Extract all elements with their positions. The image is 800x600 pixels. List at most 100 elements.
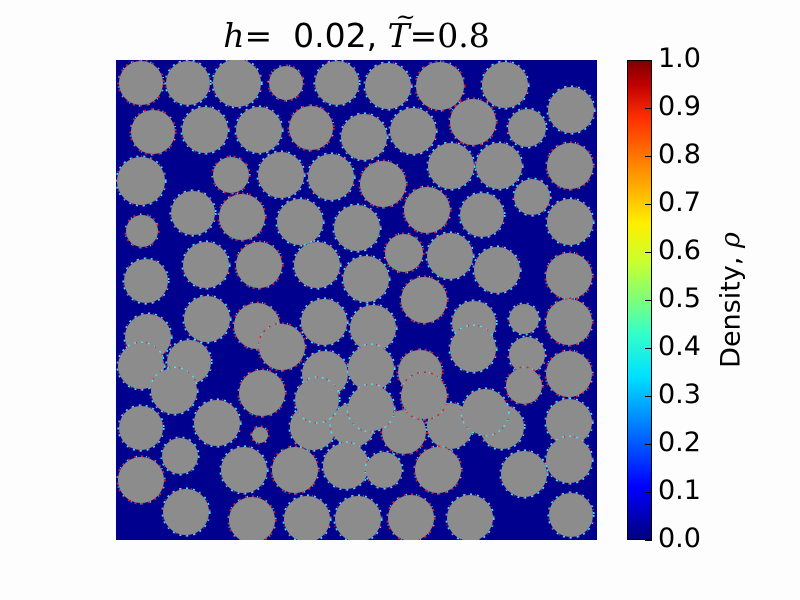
particle xyxy=(460,387,510,437)
particle xyxy=(234,105,284,155)
particle xyxy=(227,495,277,540)
particle xyxy=(363,61,413,111)
particle xyxy=(364,450,404,490)
particle xyxy=(117,60,165,107)
particle xyxy=(237,368,287,418)
particle xyxy=(270,445,320,495)
particle xyxy=(346,383,396,433)
particle xyxy=(149,366,199,416)
particle xyxy=(399,371,449,421)
particle xyxy=(256,150,306,200)
particle xyxy=(257,322,307,372)
particle xyxy=(116,341,166,391)
colorbar-tick-label: 0.0 xyxy=(658,523,701,554)
particle xyxy=(287,104,335,152)
particle xyxy=(474,141,524,191)
particle xyxy=(299,297,349,347)
colorbar-label-symbol: ρ xyxy=(715,232,747,249)
particle xyxy=(358,159,408,209)
particle xyxy=(544,251,594,301)
particle xyxy=(164,60,212,107)
colorbar-tick xyxy=(645,444,652,445)
colorbar-label: Density, ρ xyxy=(716,232,747,368)
particle xyxy=(544,297,594,347)
particle xyxy=(339,112,389,162)
particle xyxy=(545,197,595,247)
particle xyxy=(544,435,594,485)
particle xyxy=(182,294,232,344)
density-heatmap xyxy=(116,60,597,540)
particle xyxy=(480,60,530,110)
title-h-symbol: h xyxy=(223,16,245,55)
particle xyxy=(219,445,269,495)
particle-layer xyxy=(116,60,596,540)
particle xyxy=(180,105,230,155)
colorbar-tick xyxy=(645,300,652,301)
particle xyxy=(333,494,383,540)
particle xyxy=(546,85,596,135)
colorbar-tick-label: 0.9 xyxy=(658,91,701,122)
particle xyxy=(282,494,332,540)
particle xyxy=(211,155,251,195)
colorbar-tick-label: 0.7 xyxy=(658,187,701,218)
colorbar-tick xyxy=(645,60,652,61)
particle xyxy=(426,141,476,191)
colorbar-tick-label: 0.8 xyxy=(658,139,701,170)
particle xyxy=(116,155,167,207)
title-t-symbol: T xyxy=(388,0,416,58)
particle xyxy=(512,177,552,217)
particle xyxy=(414,60,466,112)
particle xyxy=(341,254,391,304)
particle xyxy=(192,398,242,448)
particle xyxy=(545,141,595,191)
colorbar-tick-label: 0.4 xyxy=(658,331,701,362)
particle xyxy=(321,441,371,491)
colorbar-tick xyxy=(645,156,652,157)
particle xyxy=(116,455,166,505)
particle xyxy=(472,245,522,295)
particle xyxy=(161,487,211,537)
particle xyxy=(122,257,170,305)
particle xyxy=(160,436,200,476)
chart-title: h= 0.02, T=0.8 xyxy=(116,0,597,58)
particle xyxy=(275,197,325,247)
colorbar-tick xyxy=(645,108,652,109)
particle xyxy=(292,240,342,290)
particle xyxy=(383,232,425,274)
particle xyxy=(399,275,449,325)
colorbar-tick-label: 0.1 xyxy=(658,475,701,506)
particle xyxy=(313,60,361,107)
particle xyxy=(181,240,231,290)
particle xyxy=(250,425,270,445)
title-equals: = xyxy=(244,16,273,55)
particle xyxy=(217,192,267,242)
colorbar-label-text: Density, xyxy=(715,248,747,368)
colorbar-tick-label: 0.5 xyxy=(658,283,701,314)
colorbar-tick xyxy=(645,348,652,349)
particle xyxy=(425,231,475,281)
particle xyxy=(117,404,165,452)
particle xyxy=(211,60,263,109)
particle xyxy=(388,106,438,156)
colorbar-tick xyxy=(645,204,652,205)
particle xyxy=(306,152,356,202)
particle xyxy=(293,376,341,424)
colorbar-tick-label: 0.6 xyxy=(658,235,701,266)
particle xyxy=(380,408,428,456)
particle xyxy=(332,203,382,253)
particle xyxy=(458,191,506,239)
colorbar-tick xyxy=(645,492,652,493)
particle xyxy=(267,64,305,102)
particle xyxy=(445,493,495,540)
colorbar-tick xyxy=(645,540,652,541)
particle xyxy=(448,97,498,147)
particle xyxy=(504,366,544,406)
particle xyxy=(124,213,160,249)
particle xyxy=(234,240,284,290)
particle xyxy=(169,189,217,237)
particle xyxy=(346,343,396,393)
particle xyxy=(544,349,594,399)
particle xyxy=(499,449,549,499)
colorbar-tick-label: 0.3 xyxy=(658,379,701,410)
particle xyxy=(547,491,595,539)
